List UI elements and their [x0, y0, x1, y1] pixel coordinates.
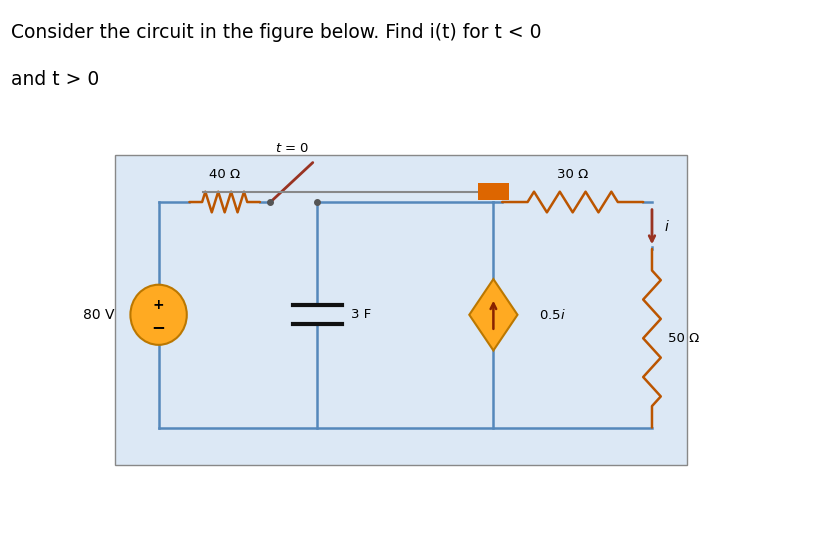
Text: $t$ = 0: $t$ = 0: [275, 142, 309, 155]
Text: 0.5$i$: 0.5$i$: [538, 308, 565, 322]
Text: and t > 0: and t > 0: [11, 70, 99, 89]
Text: 50 Ω: 50 Ω: [667, 332, 698, 345]
Text: −: −: [151, 318, 166, 336]
Text: Consider the circuit in the figure below. Find i(t) for t < 0: Consider the circuit in the figure below…: [11, 23, 540, 43]
Polygon shape: [469, 279, 517, 350]
FancyBboxPatch shape: [115, 155, 686, 465]
Text: 40 Ω: 40 Ω: [209, 168, 240, 181]
Text: 3 F: 3 F: [350, 308, 370, 322]
FancyBboxPatch shape: [477, 183, 508, 200]
Text: +: +: [153, 299, 164, 312]
Circle shape: [130, 284, 186, 345]
Text: 80 V: 80 V: [83, 308, 115, 322]
Text: 30 Ω: 30 Ω: [557, 168, 588, 181]
Text: $i$: $i$: [664, 220, 670, 234]
